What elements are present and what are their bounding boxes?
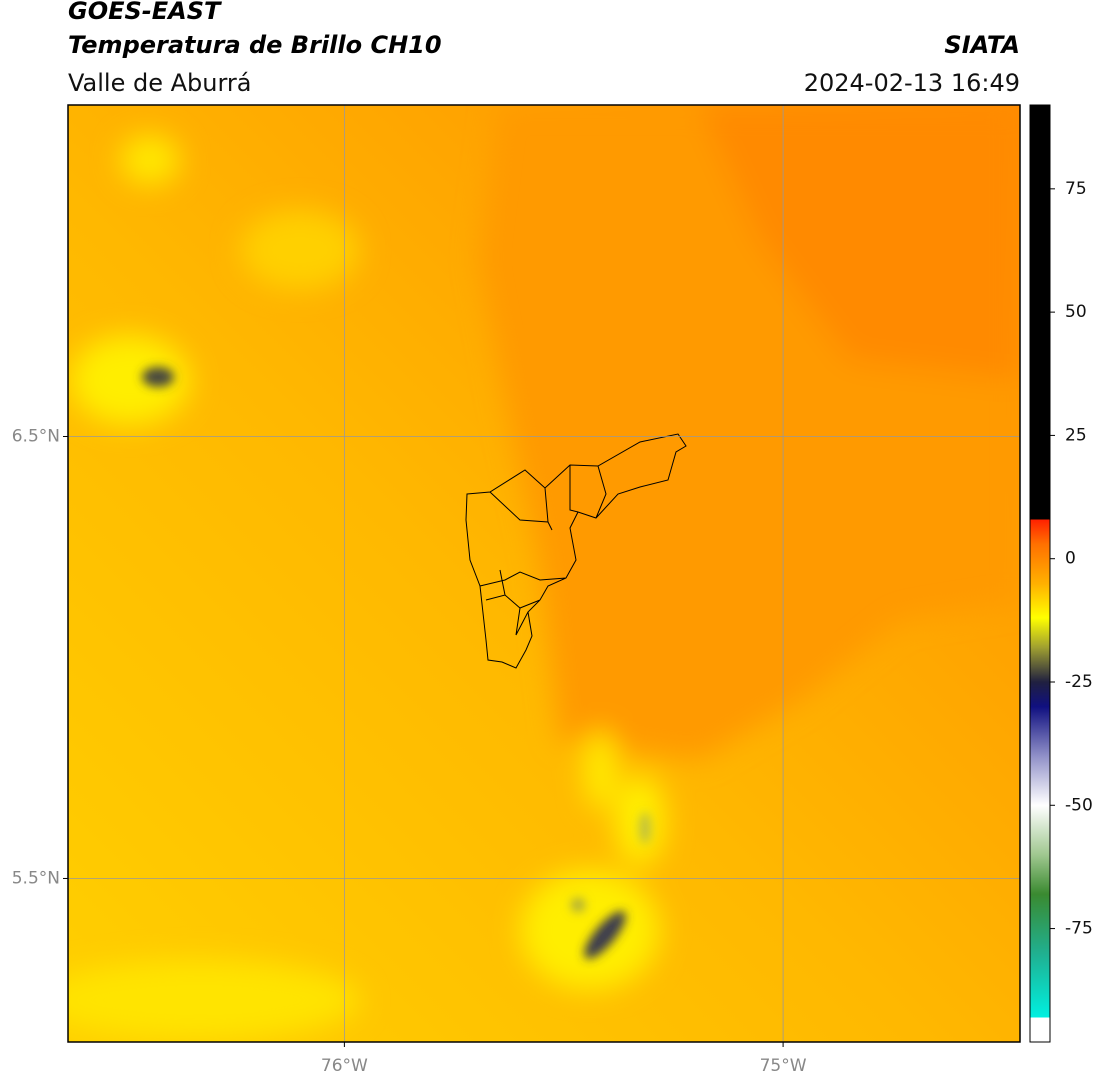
colorbar-tick-label: -50 — [1065, 795, 1093, 815]
y-tick-label: 6.5°N — [12, 426, 60, 446]
grid — [68, 105, 1020, 1042]
map-frame — [67, 104, 1021, 1043]
title: GOES-EAST — [68, 0, 222, 25]
colorbar-tick-label: 0 — [1065, 549, 1076, 569]
timestamp: 2024-02-13 16:49 — [804, 69, 1020, 97]
map-field — [68, 105, 1020, 1042]
x-tick-label: 75°W — [760, 1056, 807, 1076]
colorbar-tick-label: 25 — [1065, 425, 1087, 445]
x-tick-label: 76°W — [321, 1056, 368, 1076]
colorbar-tick-label: 75 — [1065, 179, 1087, 199]
colorbar-tick-label: -25 — [1065, 672, 1093, 692]
subtitle: Temperatura de Brillo CH10 — [68, 31, 442, 59]
y-tick-label: 5.5°N — [12, 868, 60, 888]
source: SIATA — [944, 31, 1020, 59]
region: Valle de Aburrá — [68, 69, 252, 97]
colorbar-tick-label: -75 — [1065, 919, 1093, 939]
colorbar — [1029, 104, 1051, 1043]
colorbar-tick-label: 50 — [1065, 302, 1087, 322]
